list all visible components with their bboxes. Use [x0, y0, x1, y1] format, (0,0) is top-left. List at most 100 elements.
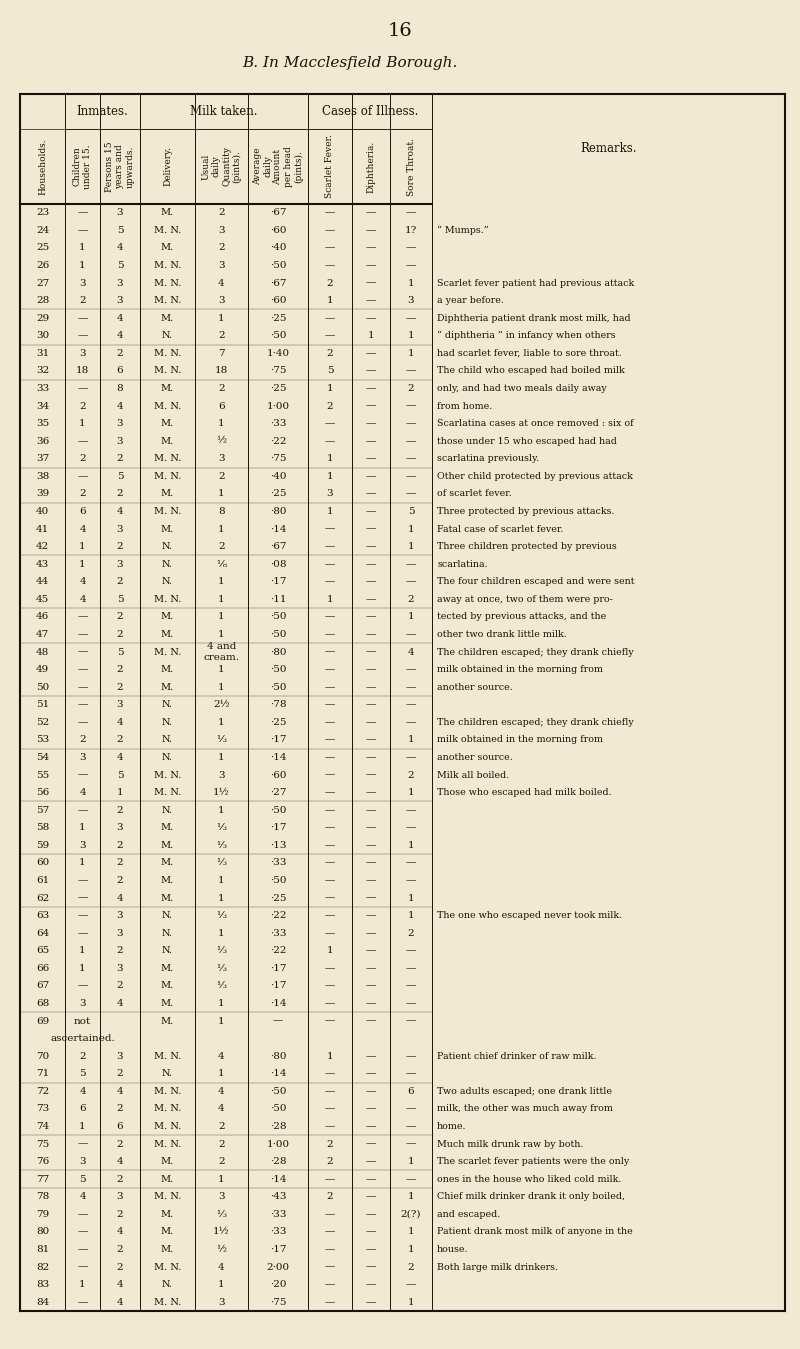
Text: 39: 39 — [36, 490, 49, 498]
Text: ·17: ·17 — [270, 735, 286, 745]
Text: —: — — [366, 560, 376, 569]
Text: 6: 6 — [408, 1087, 414, 1095]
Text: M.: M. — [161, 982, 174, 990]
Text: —: — — [325, 1228, 335, 1237]
Text: N.: N. — [162, 753, 173, 762]
Text: 1½: 1½ — [213, 1228, 230, 1237]
Text: 1: 1 — [218, 1070, 225, 1078]
Text: —: — — [366, 507, 376, 517]
Text: 3: 3 — [79, 279, 86, 287]
Text: 84: 84 — [36, 1298, 49, 1307]
Text: 3: 3 — [117, 525, 123, 534]
Text: ·33: ·33 — [270, 928, 286, 938]
Text: —: — — [325, 1175, 335, 1183]
Text: ·67: ·67 — [270, 279, 286, 287]
Text: The scarlet fever patients were the only: The scarlet fever patients were the only — [437, 1157, 630, 1166]
Text: 1: 1 — [326, 595, 334, 604]
Text: ⅓: ⅓ — [217, 982, 226, 990]
Text: 63: 63 — [36, 911, 49, 920]
Text: ·50: ·50 — [270, 260, 286, 270]
Text: 35: 35 — [36, 420, 49, 428]
Text: —: — — [366, 1052, 376, 1060]
Text: —: — — [78, 893, 88, 902]
Text: 1: 1 — [408, 788, 414, 797]
Text: 2: 2 — [117, 876, 123, 885]
Text: 3: 3 — [326, 490, 334, 498]
Text: 70: 70 — [36, 1052, 49, 1060]
Text: —: — — [366, 982, 376, 990]
Text: —: — — [366, 858, 376, 867]
Text: ⅓: ⅓ — [217, 840, 226, 850]
Text: 68: 68 — [36, 1000, 49, 1008]
Text: M.: M. — [161, 893, 174, 902]
Text: —: — — [325, 208, 335, 217]
Text: 34: 34 — [36, 402, 49, 410]
Text: ·60: ·60 — [270, 297, 286, 305]
Text: ·27: ·27 — [270, 788, 286, 797]
Text: 82: 82 — [36, 1263, 49, 1272]
Text: 3: 3 — [79, 840, 86, 850]
Text: ·17: ·17 — [270, 577, 286, 587]
Text: 2: 2 — [117, 612, 123, 622]
Text: —: — — [325, 753, 335, 762]
Text: —: — — [78, 208, 88, 217]
Text: —: — — [366, 367, 376, 375]
Text: ·33: ·33 — [270, 858, 286, 867]
Text: M.: M. — [161, 420, 174, 428]
Text: “ Mumps.”: “ Mumps.” — [437, 225, 489, 235]
Text: 1: 1 — [218, 928, 225, 938]
Text: 4: 4 — [117, 1228, 123, 1237]
Text: —: — — [78, 805, 88, 815]
Text: 2: 2 — [218, 332, 225, 340]
Text: 1: 1 — [408, 840, 414, 850]
Text: —: — — [325, 982, 335, 990]
Text: M.: M. — [161, 823, 174, 832]
Text: —: — — [406, 490, 416, 498]
Text: ·75: ·75 — [270, 455, 286, 463]
Text: —: — — [325, 612, 335, 622]
Text: —: — — [366, 1070, 376, 1078]
Text: 48: 48 — [36, 648, 49, 657]
Text: 2: 2 — [218, 1157, 225, 1166]
Text: 1: 1 — [408, 1228, 414, 1237]
Text: Scarlet Fever.: Scarlet Fever. — [326, 135, 334, 198]
Text: —: — — [406, 876, 416, 885]
Text: —: — — [325, 437, 335, 445]
Text: 5: 5 — [117, 770, 123, 780]
Text: 3: 3 — [218, 297, 225, 305]
Text: 1: 1 — [408, 893, 414, 902]
Text: ½: ½ — [217, 1245, 226, 1255]
Text: Milk all boiled.: Milk all boiled. — [437, 770, 510, 780]
Text: M.: M. — [161, 525, 174, 534]
Text: ones in the house who liked cold milk.: ones in the house who liked cold milk. — [437, 1175, 622, 1183]
Text: Fatal case of scarlet fever.: Fatal case of scarlet fever. — [437, 525, 563, 534]
Text: —: — — [406, 1105, 416, 1113]
Text: 29: 29 — [36, 314, 49, 322]
Text: 1: 1 — [218, 683, 225, 692]
Text: —: — — [366, 1193, 376, 1202]
Text: 2: 2 — [326, 1157, 334, 1166]
Text: Scarlet fever patient had previous attack: Scarlet fever patient had previous attac… — [437, 279, 634, 287]
Text: —: — — [366, 630, 376, 639]
Text: The children escaped; they drank chiefly: The children escaped; they drank chiefly — [437, 718, 634, 727]
Text: M. N.: M. N. — [154, 1052, 181, 1060]
Text: Scarlatina cases at once removed : six of: Scarlatina cases at once removed : six o… — [437, 420, 634, 428]
Text: 2: 2 — [408, 1263, 414, 1272]
Text: —: — — [78, 437, 88, 445]
Text: ·33: ·33 — [270, 1228, 286, 1237]
Text: ⅓: ⅓ — [217, 1210, 226, 1219]
Text: those under 15 who escaped had had: those under 15 who escaped had had — [437, 437, 617, 445]
Text: M. N.: M. N. — [154, 297, 181, 305]
Text: 4: 4 — [117, 718, 123, 727]
Text: away at once, two of them were pro-: away at once, two of them were pro- — [437, 595, 613, 604]
Text: 8: 8 — [218, 507, 225, 517]
Text: N.: N. — [162, 542, 173, 552]
Text: —: — — [325, 1298, 335, 1307]
Text: ·50: ·50 — [270, 665, 286, 674]
Text: M. N.: M. N. — [154, 1087, 181, 1095]
Text: 1·00: 1·00 — [266, 402, 290, 410]
Text: —: — — [325, 1263, 335, 1272]
Text: 3: 3 — [117, 560, 123, 569]
Text: 4 and
cream.: 4 and cream. — [203, 642, 239, 662]
Text: Three protected by previous attacks.: Three protected by previous attacks. — [437, 507, 614, 517]
